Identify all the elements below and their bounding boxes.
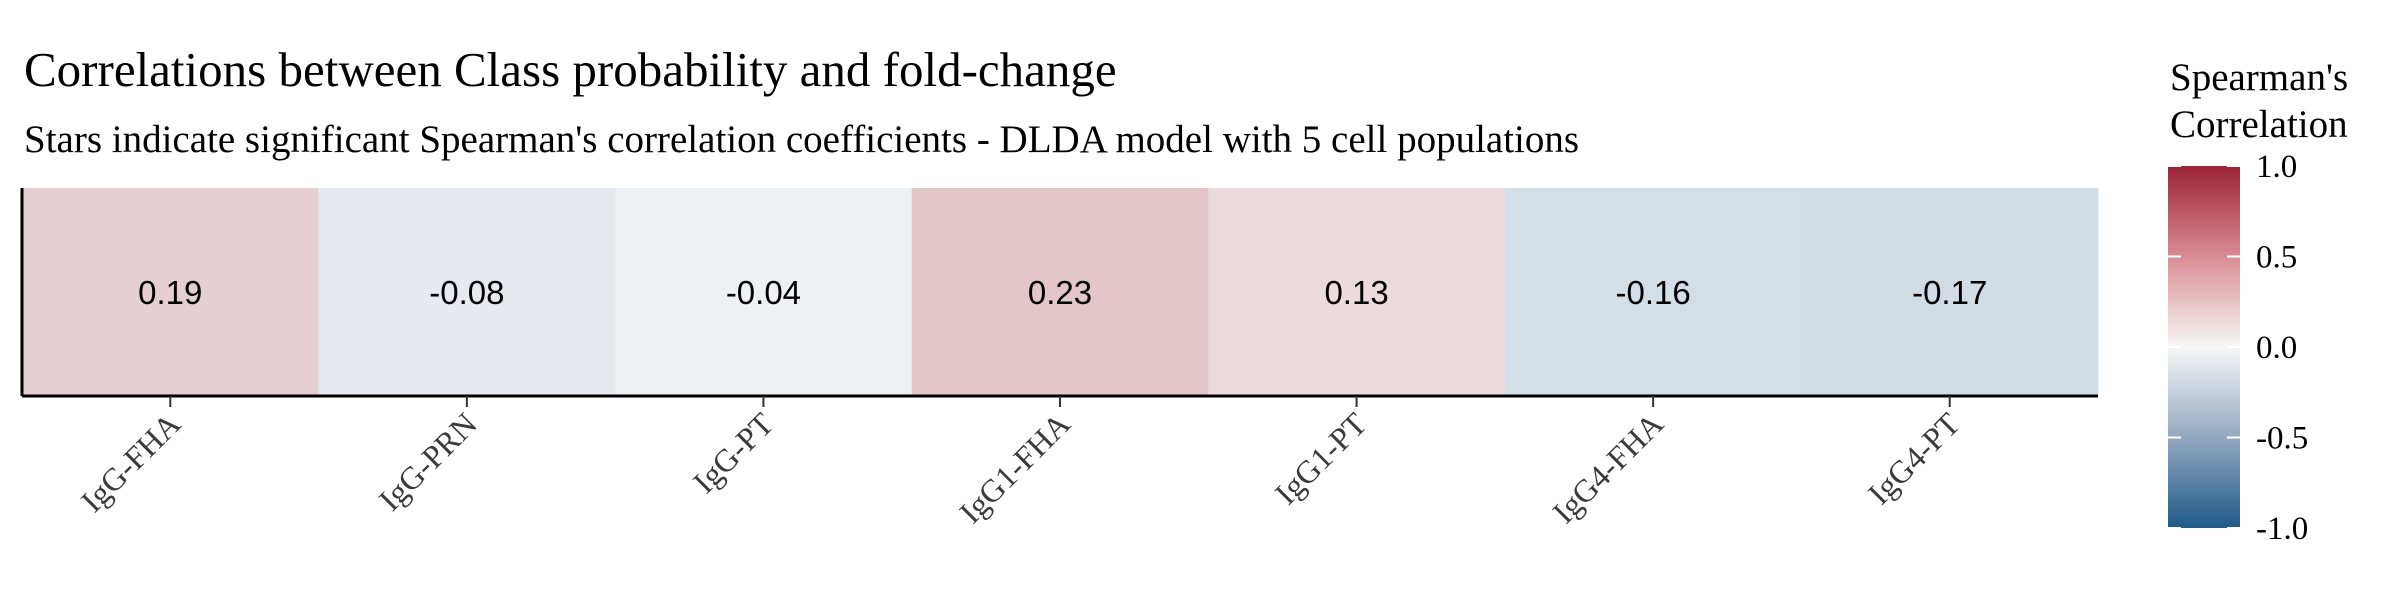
- heatmap-cell-igg-prn: [318, 188, 616, 396]
- legend-tick-labels: 1.0 0.5 0.0 -0.5 -1.0: [2256, 149, 2308, 547]
- cell-value-label: 0.19: [138, 274, 202, 311]
- legend-tick-label: -1.0: [2256, 511, 2308, 547]
- legend-tick-label: -0.5: [2256, 421, 2308, 457]
- x-tick-label: IgG1-FHA: [952, 405, 1077, 530]
- heatmap-cell-igg-pt: [615, 188, 913, 396]
- cell-value-label: 0.13: [1324, 274, 1388, 311]
- heatmap-cells: [22, 188, 2099, 396]
- x-tick-label: IgG-PRN: [372, 405, 484, 517]
- legend-tick-label: 0.5: [2256, 240, 2297, 276]
- heatmap-cell-labels: 0.19 -0.08 -0.04 0.23 0.13 -0.16 -0.17: [138, 274, 1987, 311]
- legend-title-line2: Correlation: [2170, 103, 2348, 146]
- x-tick-label: IgG4-FHA: [1545, 405, 1670, 530]
- x-tick-label: IgG1-PT: [1268, 405, 1374, 511]
- cell-value-label: -0.04: [726, 274, 801, 311]
- legend-ticks: [2168, 165, 2240, 529]
- chart-title: Correlations between Class probability a…: [24, 42, 1117, 97]
- heatmap-cell-igg4-pt: [1801, 188, 2099, 396]
- cell-value-label: -0.16: [1616, 274, 1691, 311]
- x-tick-label: IgG-FHA: [74, 405, 187, 518]
- legend-title-line1: Spearman's: [2170, 56, 2348, 99]
- heatmap-cell-igg1-pt: [1208, 188, 1506, 396]
- x-axis-tick-labels: IgG-FHA IgG-PRN IgG-PT IgG1-FHA IgG1-PT IgG4-…: [74, 405, 1967, 530]
- chart-subtitle: Stars indicate significant Spearman's co…: [24, 118, 1579, 161]
- legend-tick-label: 1.0: [2256, 149, 2297, 185]
- legend-tick-label: 0.0: [2256, 330, 2297, 366]
- x-tick-label: IgG4-PT: [1861, 405, 1967, 511]
- x-tick-label: IgG-PT: [686, 405, 781, 500]
- cell-value-label: -0.17: [1912, 274, 1987, 311]
- heatmap-cell-igg1-fha: [911, 188, 1209, 396]
- heatmap-cell-igg4-fha: [1504, 188, 1802, 396]
- cell-value-label: -0.08: [429, 274, 504, 311]
- heatmap-cell-igg-fha: [22, 188, 320, 396]
- cell-value-label: 0.23: [1028, 274, 1092, 311]
- x-axis-ticks: [169, 396, 1951, 407]
